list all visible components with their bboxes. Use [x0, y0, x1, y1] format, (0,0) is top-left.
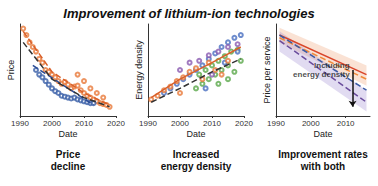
svg-text:decline: decline [51, 161, 86, 172]
svg-text:Price: Price [56, 149, 81, 160]
svg-text:Improvement of lithium-ion tec: Improvement of lithium-ion technologies [63, 6, 314, 21]
svg-text:2000: 2000 [171, 119, 189, 128]
svg-text:energy density: energy density [293, 70, 350, 79]
svg-text:2010: 2010 [337, 119, 355, 128]
svg-text:2010: 2010 [75, 119, 93, 128]
svg-text:1990: 1990 [139, 119, 157, 128]
svg-text:2020: 2020 [235, 119, 253, 128]
svg-text:2020: 2020 [107, 119, 125, 128]
svg-text:2010: 2010 [203, 119, 221, 128]
svg-text:Date: Date [186, 129, 205, 139]
svg-text:Energy density: Energy density [134, 40, 144, 100]
svg-text:Improvement rates: Improvement rates [278, 149, 368, 160]
svg-text:2000: 2000 [43, 119, 61, 128]
svg-text:Price per service: Price per service [262, 36, 272, 103]
svg-text:Including: Including [314, 61, 350, 70]
svg-text:2000: 2000 [302, 119, 320, 128]
svg-text:energy density: energy density [161, 161, 232, 172]
svg-text:with both: with both [300, 161, 345, 172]
svg-text:Increased: Increased [173, 149, 220, 160]
svg-text:Date: Date [313, 129, 332, 139]
svg-text:1990: 1990 [11, 119, 29, 128]
svg-text:Date: Date [58, 129, 77, 139]
svg-text:Price: Price [6, 60, 16, 81]
svg-text:1990: 1990 [267, 119, 285, 128]
